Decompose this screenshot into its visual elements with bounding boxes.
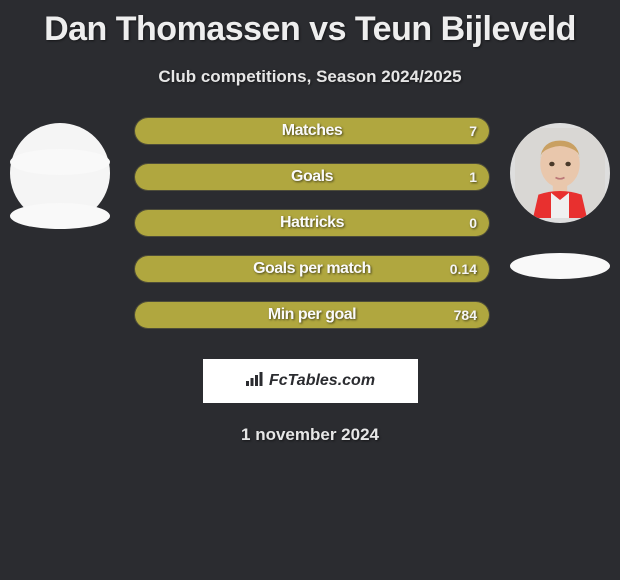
chart-icon bbox=[245, 371, 265, 392]
stat-row: Hattricks0 bbox=[134, 209, 490, 237]
page-title: Dan Thomassen vs Teun Bijleveld bbox=[0, 0, 620, 49]
decor-ellipse bbox=[510, 253, 610, 279]
comparison-panel: Matches7Goals1Hattricks0Goals per match0… bbox=[0, 117, 620, 347]
date-label: 1 november 2024 bbox=[0, 425, 620, 445]
stat-value-right: 0 bbox=[469, 215, 477, 231]
stat-row: Matches7 bbox=[134, 117, 490, 145]
player-right-column bbox=[500, 117, 620, 347]
stats-column: Matches7Goals1Hattricks0Goals per match0… bbox=[120, 117, 500, 347]
person-icon bbox=[515, 128, 605, 218]
stat-value-right: 1 bbox=[469, 169, 477, 185]
player-left-column bbox=[0, 117, 120, 347]
stat-label: Hattricks bbox=[135, 214, 489, 232]
stat-value-right: 784 bbox=[454, 307, 477, 323]
stat-row: Goals1 bbox=[134, 163, 490, 191]
page-subtitle: Club competitions, Season 2024/2025 bbox=[0, 67, 620, 87]
stat-label: Min per goal bbox=[135, 306, 489, 324]
stat-label: Goals bbox=[135, 168, 489, 186]
brand-logo[interactable]: FcTables.com bbox=[203, 359, 418, 403]
stat-row: Min per goal784 bbox=[134, 301, 490, 329]
decor-ellipse bbox=[10, 203, 110, 229]
stat-label: Matches bbox=[135, 122, 489, 140]
player-right-avatar bbox=[510, 123, 610, 223]
stat-value-right: 0.14 bbox=[450, 261, 477, 277]
stat-label: Goals per match bbox=[135, 260, 489, 278]
brand-logo-text: FcTables.com bbox=[269, 372, 375, 390]
stat-value-right: 7 bbox=[469, 123, 477, 139]
decor-ellipse bbox=[10, 149, 110, 175]
stat-row: Goals per match0.14 bbox=[134, 255, 490, 283]
